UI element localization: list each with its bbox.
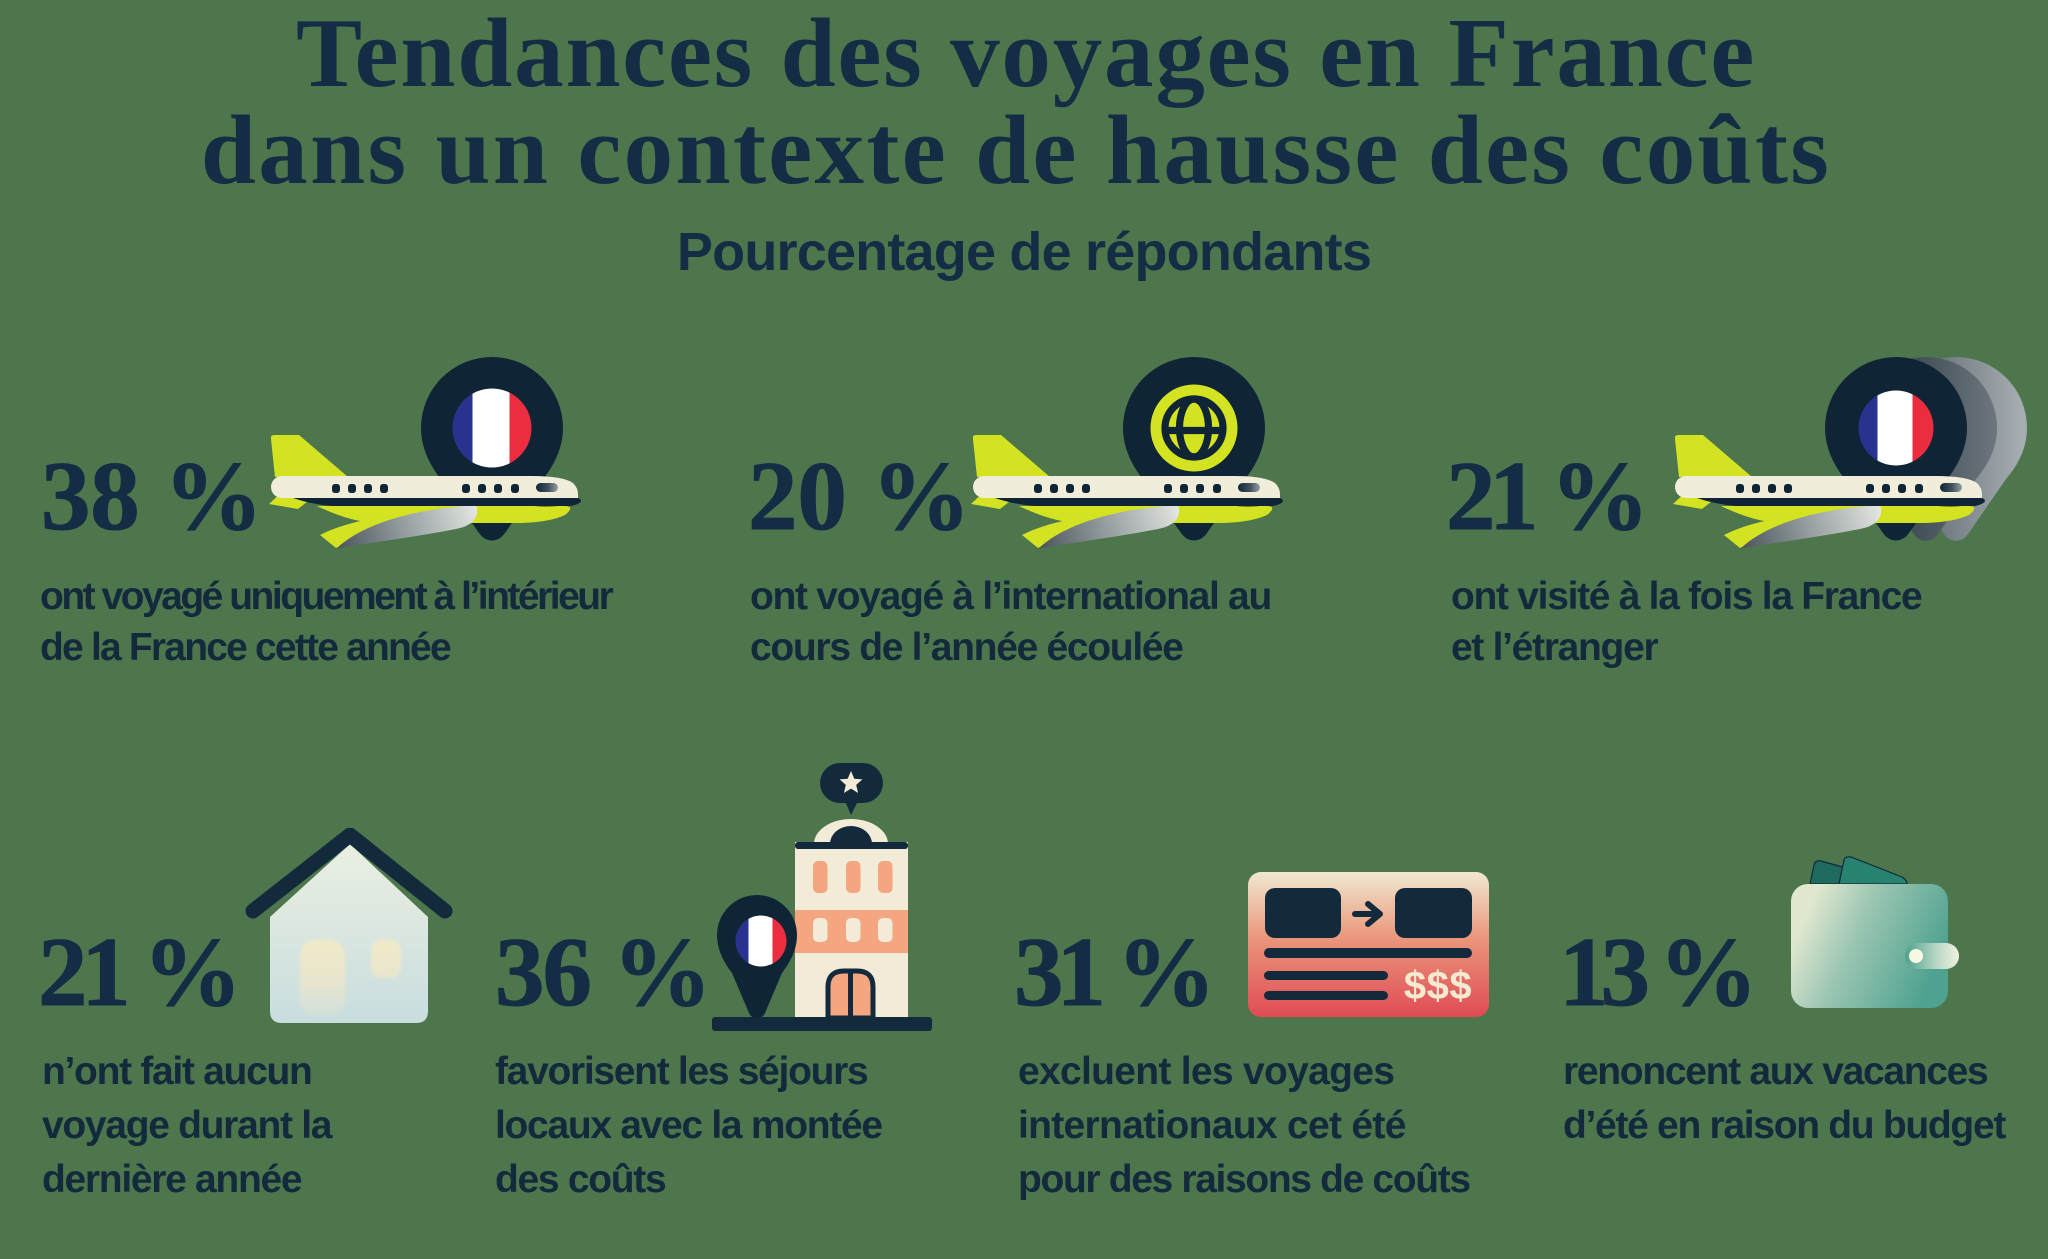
svg-text:$$$: $$$ (1404, 964, 1472, 1008)
